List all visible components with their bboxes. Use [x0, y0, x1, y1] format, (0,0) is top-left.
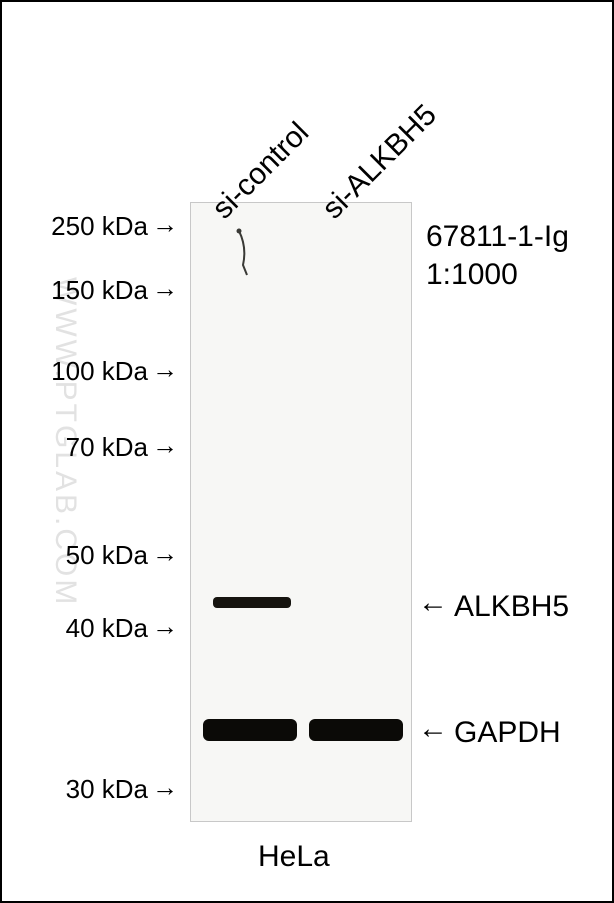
annotation-arrow-icon: ← — [418, 712, 448, 746]
annotation-label: GAPDH — [454, 716, 561, 750]
marker-arrow-icon: → — [152, 209, 178, 240]
marker-arrow-icon: → — [152, 354, 178, 385]
sample-label: HeLa — [258, 840, 330, 874]
band-gapdh — [309, 719, 403, 741]
annotation-label: 67811-1-Ig — [426, 220, 569, 254]
marker-label: 40 kDa — [18, 613, 148, 644]
marker-label: 100 kDa — [18, 356, 148, 387]
band-alkbh5 — [213, 597, 291, 608]
marker-label: 30 kDa — [18, 774, 148, 805]
figure-container: WWW.PTGLAB.COM si-control si-ALKBH5 HeLa… — [0, 0, 614, 903]
marker-label: 70 kDa — [18, 432, 148, 463]
blot-membrane — [190, 202, 412, 822]
marker-arrow-icon: → — [152, 273, 178, 304]
marker-label: 250 kDa — [18, 211, 148, 242]
annotation-label: 1:1000 — [426, 258, 518, 292]
marker-label: 150 kDa — [18, 275, 148, 306]
marker-label: 50 kDa — [18, 540, 148, 571]
annotation-label: ALKBH5 — [454, 590, 569, 624]
marker-arrow-icon: → — [152, 611, 178, 642]
band-gapdh — [203, 719, 297, 741]
annotation-arrow-icon: ← — [418, 586, 448, 620]
artifact-mark — [235, 227, 265, 277]
marker-arrow-icon: → — [152, 538, 178, 569]
marker-arrow-icon: → — [152, 772, 178, 803]
marker-arrow-icon: → — [152, 430, 178, 461]
